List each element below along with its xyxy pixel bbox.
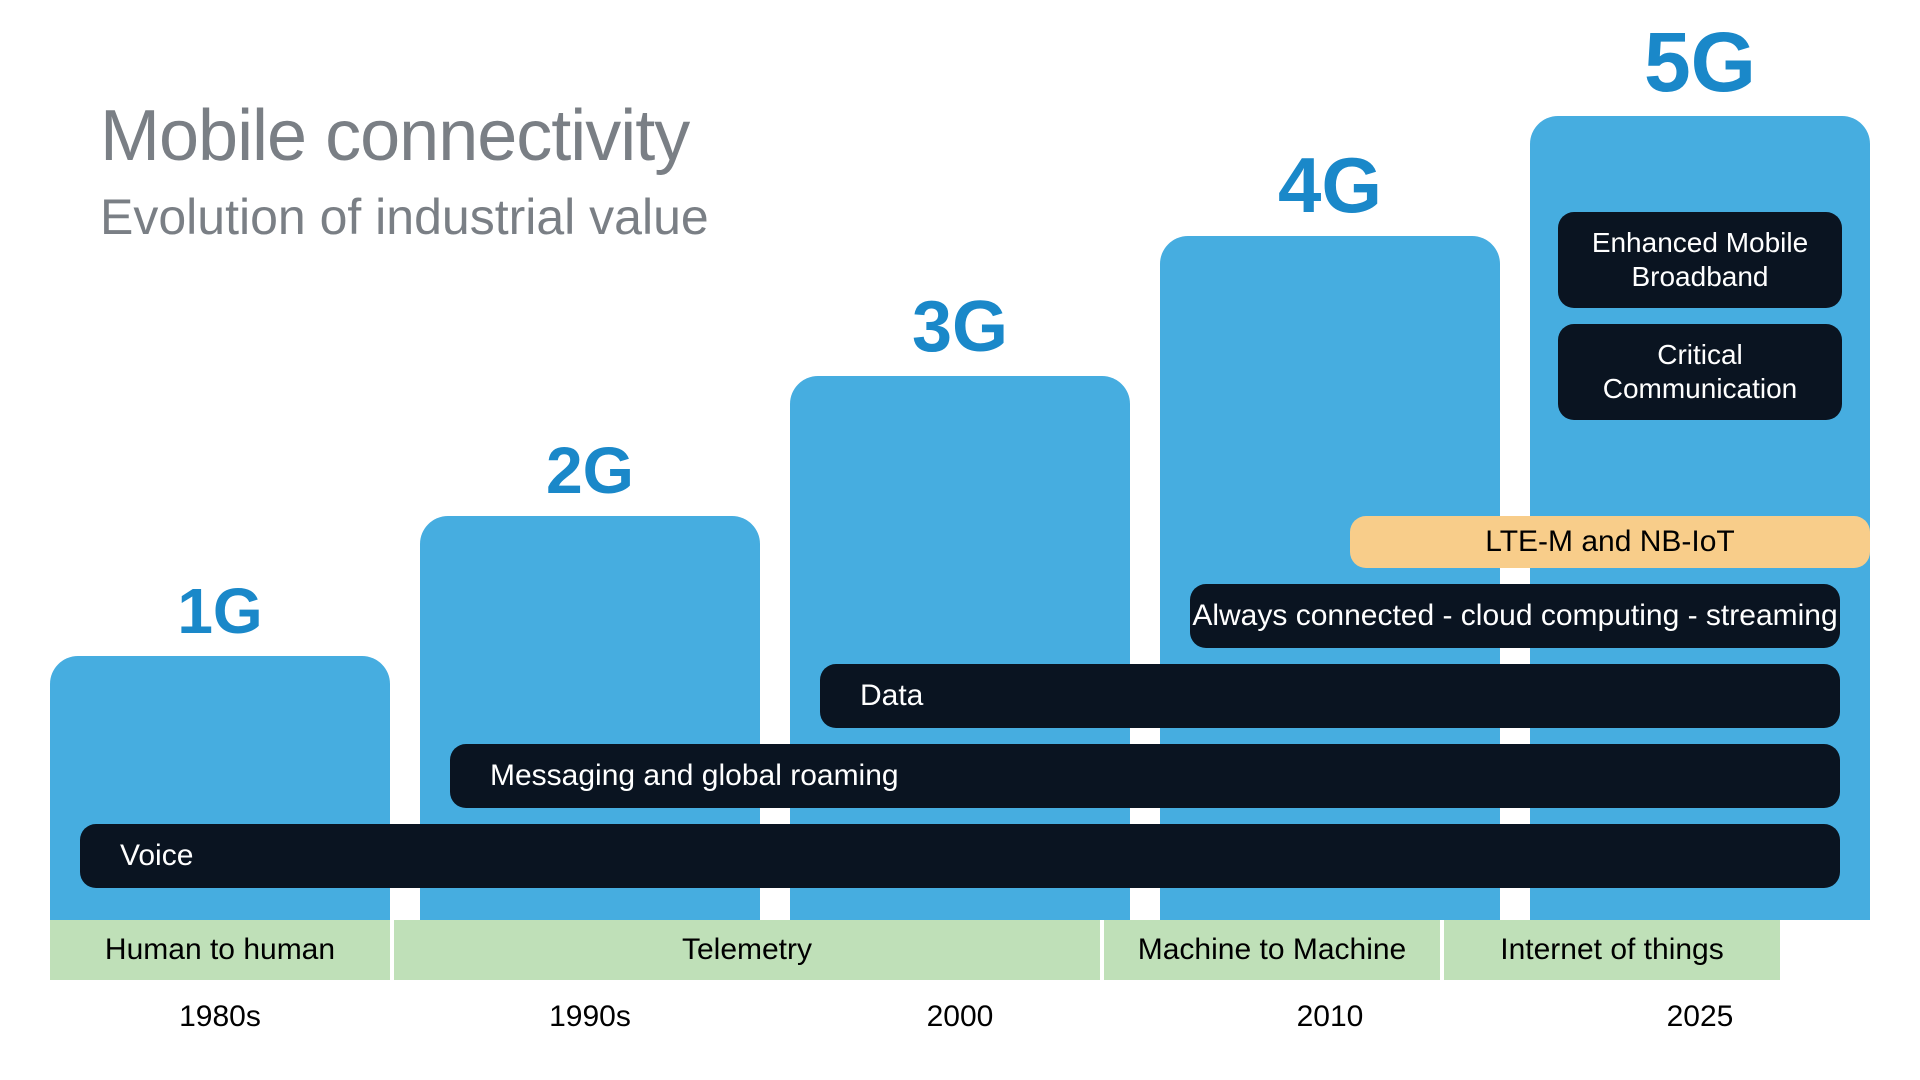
bar-label-4g: 4G [1160, 140, 1500, 231]
capability-band: Data [820, 664, 1840, 728]
capability-pill-label: Critical Communication [1558, 338, 1842, 405]
page-subtitle: Evolution of industrial value [100, 188, 709, 246]
category-axis: Human to humanTelemetryMachine to Machin… [50, 920, 1870, 980]
bar-label-2g: 2G [420, 432, 760, 508]
year-label: 1990s [420, 1000, 760, 1034]
category-cell: Internet of things [1440, 920, 1780, 980]
bar-4g [1160, 236, 1500, 920]
capability-pill-label: Enhanced Mobile Broadband [1558, 226, 1842, 293]
page-title: Mobile connectivity [100, 95, 689, 177]
capability-band-label: Messaging and global roaming [450, 759, 899, 793]
category-cell: Telemetry [390, 920, 1100, 980]
capability-band-label: LTE-M and NB-IoT [1350, 525, 1870, 559]
bar-label-3g: 3G [790, 286, 1130, 368]
capability-band: LTE-M and NB-IoT [1350, 516, 1870, 568]
year-label: 2025 [1530, 1000, 1870, 1034]
capability-band-label: Data [820, 679, 923, 713]
capability-pill: Enhanced Mobile Broadband [1558, 212, 1842, 308]
bar-label-1g: 1G [50, 574, 390, 648]
year-label: 1980s [50, 1000, 390, 1034]
capability-band-label: Voice [80, 839, 193, 873]
bar-label-5g: 5G [1530, 14, 1870, 111]
year-label: 2010 [1160, 1000, 1500, 1034]
capability-band-label: Always connected - cloud computing - str… [1190, 599, 1840, 633]
capability-band: Voice [80, 824, 1840, 888]
capability-band: Messaging and global roaming [450, 744, 1840, 808]
category-cell: Human to human [50, 920, 390, 980]
capability-pill: Critical Communication [1558, 324, 1842, 420]
category-cell: Machine to Machine [1100, 920, 1440, 980]
year-label: 2000 [790, 1000, 1130, 1034]
capability-band: Always connected - cloud computing - str… [1190, 584, 1840, 648]
